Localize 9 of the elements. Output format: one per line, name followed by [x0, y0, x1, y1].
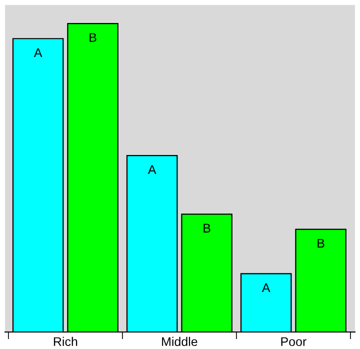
text: A: [34, 48, 42, 57]
text: B: [90, 33, 96, 42]
x-tick-label: Rich: [54, 336, 78, 346]
series-label: B: [318, 238, 324, 248]
text: B: [204, 224, 210, 232]
text: A: [262, 283, 270, 292]
series-label: A: [148, 165, 156, 174]
x-tick-label: Middle: [162, 336, 198, 346]
x-tick-label: Poor: [281, 337, 306, 346]
